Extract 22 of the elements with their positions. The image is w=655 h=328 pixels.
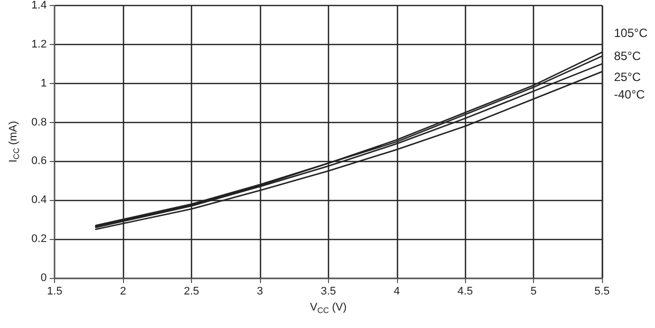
x-tick-label: 1.5 bbox=[47, 286, 62, 298]
x-tick-label: 5 bbox=[530, 286, 537, 298]
x-tick-label: 4 bbox=[394, 286, 400, 298]
series-label: 85°C bbox=[614, 49, 642, 64]
y-tick-label: 0.6 bbox=[31, 155, 47, 168]
y-tick-label: 1.2 bbox=[31, 38, 47, 50]
series-label: 105°C bbox=[614, 26, 648, 40]
y-tick-label: 0.4 bbox=[31, 194, 47, 206]
x-tick-label: 2.5 bbox=[184, 286, 200, 298]
series-label: -40°C bbox=[614, 88, 646, 102]
y-tick-label: 0 bbox=[40, 272, 47, 284]
series-label: 25°C bbox=[614, 70, 642, 84]
x-tick-label: 2 bbox=[120, 286, 126, 298]
y-tick-label: 1.4 bbox=[31, 0, 47, 12]
y-tick-label: 0.2 bbox=[31, 233, 47, 246]
x-tick-label: 4.5 bbox=[458, 286, 473, 298]
y-tick-label: 0.8 bbox=[31, 116, 47, 128]
x-tick-label: 5.5 bbox=[594, 286, 610, 298]
x-tick-label: 3 bbox=[256, 286, 263, 298]
x-tick-label: 3.5 bbox=[320, 286, 336, 298]
y-axis-title: ICC (mA) bbox=[8, 121, 21, 162]
y-tick-label: 1 bbox=[40, 77, 47, 90]
